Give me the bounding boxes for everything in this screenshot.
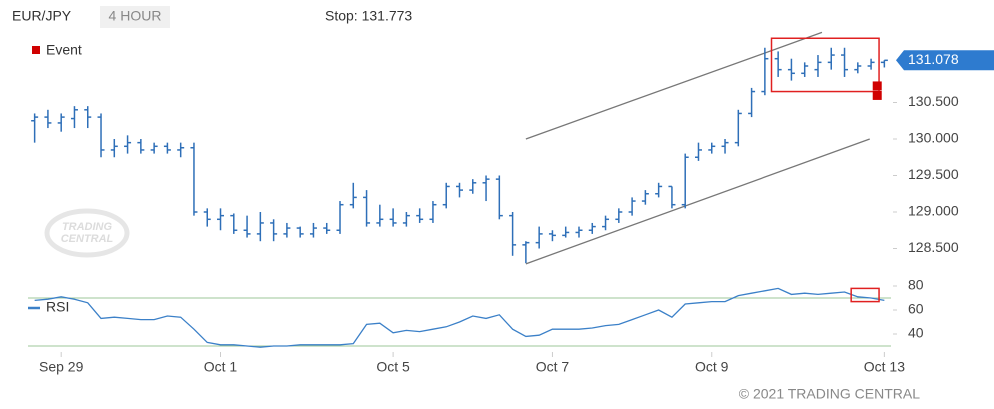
stop-text: Stop: 131.773 bbox=[325, 8, 412, 24]
y-tick-label: 130.500 bbox=[908, 93, 959, 109]
x-tick-label: Oct 7 bbox=[536, 359, 570, 375]
event-marker bbox=[872, 81, 882, 91]
rsi-label: RSI bbox=[46, 299, 69, 315]
watermark-ring bbox=[44, 208, 130, 258]
interval-badge bbox=[100, 6, 170, 28]
rsi-line bbox=[34, 287, 885, 348]
legend-swatch bbox=[32, 46, 40, 54]
symbol: EUR/JPY bbox=[12, 8, 72, 24]
event-marker bbox=[872, 90, 882, 100]
x-tick-label: Oct 5 bbox=[376, 359, 410, 375]
trend-line bbox=[525, 31, 823, 140]
y-tick-label: 40 bbox=[908, 325, 924, 341]
copyright: © 2021 TRADING CENTRAL bbox=[739, 386, 920, 402]
interval: 4 HOUR bbox=[109, 8, 162, 24]
x-tick-label: Oct 9 bbox=[695, 359, 729, 375]
y-tick-label: 60 bbox=[908, 301, 924, 317]
legend-label: Event bbox=[46, 42, 82, 58]
x-tick-label: Sep 29 bbox=[39, 359, 84, 375]
y-tick-label: 130.000 bbox=[908, 130, 959, 146]
last-price-label: 131.078 bbox=[908, 51, 959, 67]
x-tick-label: Oct 1 bbox=[204, 359, 238, 375]
y-tick-label: 80 bbox=[908, 277, 924, 293]
y-tick-label: 129.000 bbox=[908, 203, 959, 219]
watermark: CENTRAL bbox=[61, 233, 114, 245]
last-price-box bbox=[896, 50, 994, 71]
y-tick-label: 128.500 bbox=[908, 239, 959, 255]
trend-line bbox=[525, 138, 870, 265]
y-tick-label: 129.500 bbox=[908, 166, 959, 182]
highlight-box bbox=[770, 37, 880, 93]
x-tick-label: Oct 13 bbox=[864, 359, 905, 375]
watermark: TRADING bbox=[62, 221, 113, 233]
highlight-box bbox=[850, 287, 880, 303]
